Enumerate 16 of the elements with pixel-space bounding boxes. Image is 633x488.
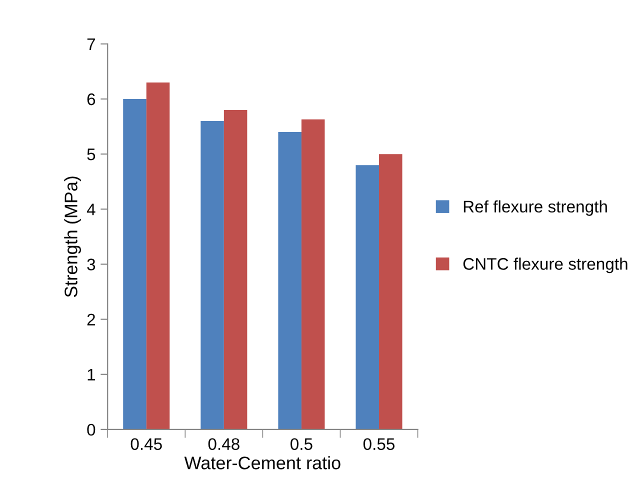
x-tick-label: 0.55 <box>363 438 395 450</box>
y-tick-label: 3 <box>87 258 96 270</box>
y-tick-label: 0 <box>87 424 96 436</box>
y-tick-label: 2 <box>87 314 95 326</box>
legend-label: CNTC flexure strength <box>463 258 628 274</box>
y-tick-label: 1 <box>88 368 95 380</box>
y-tick-label: 5 <box>87 148 96 160</box>
legend-label: Ref flexure strength <box>464 200 607 216</box>
y-axis-title: Strength (MPa) <box>64 176 81 298</box>
x-tick-label: 0.45 <box>130 438 162 450</box>
x-axis-title: Water-Cement ratio <box>184 456 340 470</box>
y-tick-label: 4 <box>86 204 96 216</box>
y-tick-label: 6 <box>87 93 96 106</box>
x-tick-label: 0.5 <box>290 438 312 450</box>
x-tick-label: 0.48 <box>208 438 240 450</box>
y-tick-label: 7 <box>87 38 95 50</box>
